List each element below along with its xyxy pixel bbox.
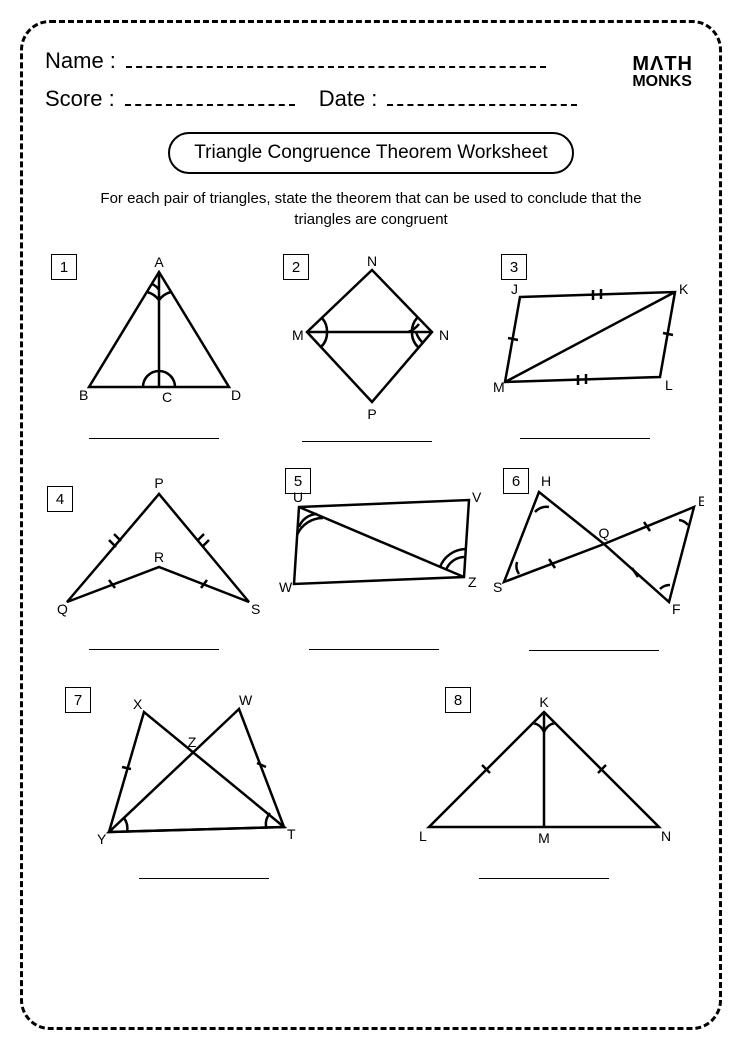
label-Q6: Q — [599, 525, 610, 541]
problem-2: 2 N M N P — [263, 248, 471, 446]
answer-2[interactable] — [302, 428, 432, 442]
figure-6: H E Q S F — [489, 472, 704, 637]
worksheet-page: Name : Score : Date : MΛTH MONKS Triangl… — [20, 20, 722, 1030]
answer-8[interactable] — [479, 865, 609, 879]
label-D: D — [231, 387, 241, 403]
label-K: K — [679, 281, 689, 297]
figure-8: K L M N — [399, 687, 689, 857]
problem-6: 6 H E Q S F — [485, 468, 705, 655]
qnum-4: 4 — [47, 486, 73, 512]
problems-row-2: 4 P Q R S 5 — [45, 468, 697, 655]
qnum-6: 6 — [503, 468, 529, 494]
label-W5: W — [279, 579, 293, 595]
worksheet-title: Triangle Congruence Theorem Worksheet — [168, 132, 573, 174]
answer-1[interactable] — [89, 425, 219, 439]
score-date-row: Score : Date : — [45, 86, 697, 112]
problem-8: 8 K L M N — [395, 683, 695, 883]
qnum-7: 7 — [65, 687, 91, 713]
figure-4: P Q R S — [49, 472, 264, 622]
qnum-8: 8 — [445, 687, 471, 713]
label-P4: P — [154, 475, 163, 491]
problem-4: 4 P Q R S — [45, 468, 265, 655]
label-K8: K — [539, 694, 549, 710]
name-label: Name : — [45, 48, 116, 74]
label-X7: X — [133, 696, 143, 712]
label-Y7: Y — [97, 831, 107, 847]
logo-line2: MONKS — [632, 74, 693, 89]
score-label: Score : — [45, 86, 115, 112]
name-field[interactable] — [126, 48, 546, 68]
answer-3[interactable] — [520, 425, 650, 439]
label-R4: R — [154, 549, 164, 565]
date-field[interactable] — [387, 86, 577, 106]
date-label: Date : — [319, 86, 378, 112]
label-H6: H — [541, 473, 551, 489]
label-C: C — [162, 389, 172, 405]
logo-line1: MΛTH — [632, 55, 693, 74]
label-L8: L — [419, 828, 427, 844]
score-field[interactable] — [125, 86, 295, 106]
label-S6: S — [493, 579, 502, 595]
label-S4: S — [251, 601, 260, 617]
label-P: P — [367, 406, 376, 422]
answer-7[interactable] — [139, 865, 269, 879]
instructions-text: For each pair of triangles, state the th… — [45, 188, 697, 230]
problem-3: 3 J K M L — [471, 248, 701, 446]
answer-5[interactable] — [309, 636, 439, 650]
problem-1: 1 A B C D — [45, 248, 263, 446]
label-N2: N — [439, 327, 449, 343]
figure-7: X W Z Y T — [69, 687, 349, 857]
label-L: L — [665, 377, 673, 393]
answer-6[interactable] — [529, 637, 659, 651]
label-T7: T — [287, 826, 296, 842]
label-M8: M — [538, 830, 550, 846]
qnum-2: 2 — [283, 254, 309, 280]
label-N1: N — [367, 253, 377, 269]
label-J: J — [511, 281, 518, 297]
label-E6: E — [698, 493, 704, 509]
label-Z7: Z — [188, 734, 197, 750]
qnum-3: 3 — [501, 254, 527, 280]
qnum-1: 1 — [51, 254, 77, 280]
label-W7: W — [239, 692, 253, 708]
label-B: B — [79, 387, 88, 403]
figure-1: A B C D — [49, 252, 259, 407]
problem-5: 5 U V W Z — [265, 468, 485, 655]
label-A: A — [154, 254, 164, 270]
figure-5: U V W Z — [269, 472, 484, 622]
problems-row-3: 7 X W Z Y T 8 — [45, 683, 697, 883]
name-row: Name : — [45, 48, 697, 74]
label-M2: M — [493, 379, 505, 395]
answer-4[interactable] — [89, 636, 219, 650]
qnum-5: 5 — [285, 468, 311, 494]
label-M: M — [292, 327, 304, 343]
label-V5: V — [472, 489, 482, 505]
problems-row-1: 1 A B C D 2 — [45, 248, 697, 446]
label-F6: F — [672, 601, 681, 617]
label-N8: N — [661, 828, 671, 844]
logo: MΛTH MONKS — [632, 55, 693, 89]
label-Q4: Q — [57, 601, 68, 617]
problem-7: 7 X W Z Y T — [65, 683, 395, 883]
label-Z5: Z — [468, 574, 477, 590]
